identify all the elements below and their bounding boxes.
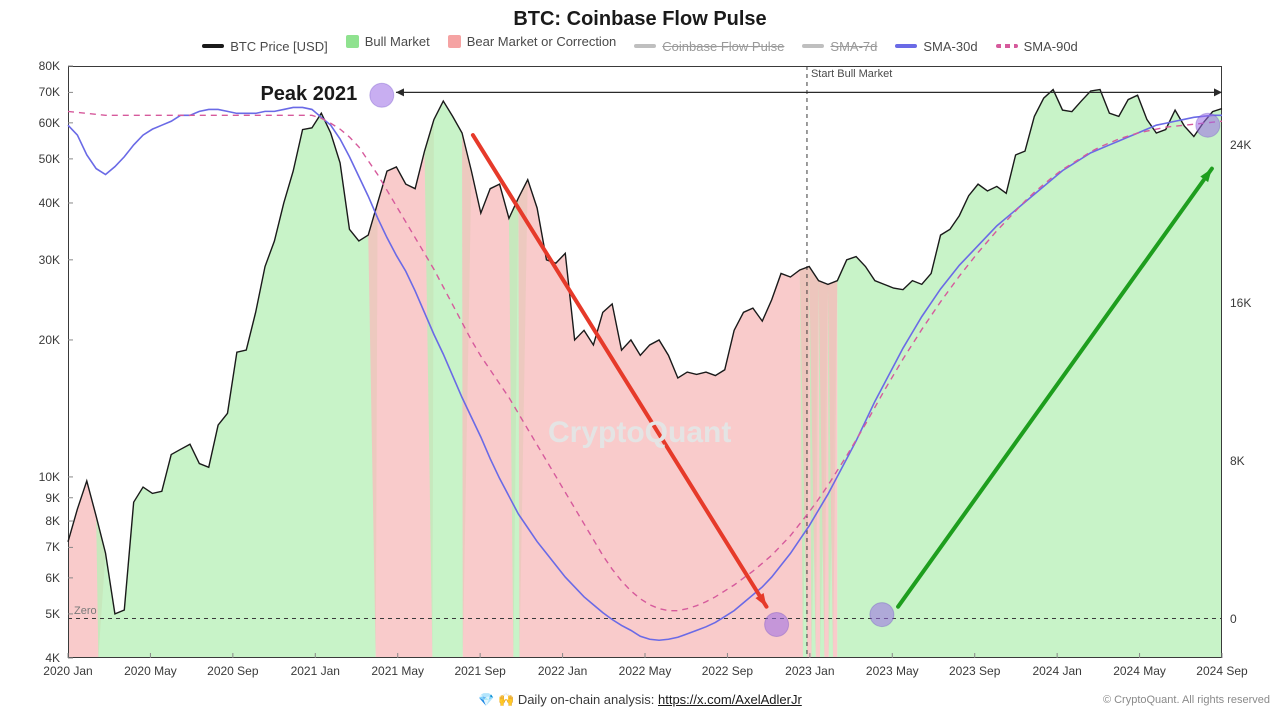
y-left-tick: 30K (39, 253, 68, 267)
y-right-tick: 24K (1222, 138, 1251, 152)
legend-item[interactable]: SMA-90d (996, 39, 1078, 54)
y-left-tick: 20K (39, 333, 68, 347)
start-bull-label: Start Bull Market (811, 68, 892, 80)
legend-item[interactable]: BTC Price [USD] (202, 39, 328, 54)
peak-2021-label: Peak 2021 (260, 83, 357, 106)
legend-item[interactable]: SMA-7d (802, 39, 877, 54)
y-left-tick: 70K (39, 85, 68, 99)
legend-item[interactable]: Bear Market or Correction (448, 34, 617, 49)
legend-item[interactable]: Bull Market (346, 34, 430, 49)
x-tick: 2022 May (619, 658, 672, 678)
y-right-tick: 0 (1222, 612, 1237, 626)
x-tick: 2024 Sep (1196, 658, 1247, 678)
y-left-tick: 80K (39, 59, 68, 73)
chart-svg (68, 66, 1222, 658)
x-tick: 2021 Jan (291, 658, 340, 678)
x-tick: 2020 Jan (43, 658, 92, 678)
y-left-tick: 50K (39, 152, 68, 166)
y-left-tick: 10K (39, 470, 68, 484)
x-tick: 2024 Jan (1032, 658, 1081, 678)
footer-link[interactable]: https://x.com/AxelAdlerJr (658, 692, 802, 707)
legend-item[interactable]: SMA-30d (895, 39, 977, 54)
chart-title: BTC: Coinbase Flow Pulse (0, 8, 1280, 31)
y-left-tick: 5K (45, 607, 68, 621)
x-tick: 2020 Sep (207, 658, 258, 678)
y-left-tick: 40K (39, 196, 68, 210)
footer: 💎 🙌 Daily on-chain analysis: https://x.c… (0, 692, 1280, 708)
x-tick: 2023 Jan (785, 658, 834, 678)
x-tick: 2022 Sep (702, 658, 753, 678)
y-left-tick: 6K (45, 571, 68, 585)
y-left-tick: 8K (45, 514, 68, 528)
plot-area: CryptoQuant Zero Start Bull Market Peak … (68, 66, 1222, 658)
legend-item[interactable]: Coinbase Flow Pulse (634, 39, 784, 54)
y-right-tick: 8K (1222, 454, 1245, 468)
x-tick: 2021 May (371, 658, 424, 678)
y-right-tick: 16K (1222, 296, 1251, 310)
legend: BTC Price [USD] Bull Market Bear Market or… (0, 34, 1280, 54)
x-tick: 2024 May (1113, 658, 1166, 678)
y-left-tick: 7K (45, 540, 68, 554)
copyright: © CryptoQuant. All rights reserved (1103, 694, 1270, 706)
x-tick: 2022 Jan (538, 658, 587, 678)
x-tick: 2021 Sep (454, 658, 505, 678)
y-left-tick: 60K (39, 116, 68, 130)
y-left-tick: 9K (45, 491, 68, 505)
x-tick: 2023 May (866, 658, 919, 678)
x-tick: 2023 Sep (949, 658, 1000, 678)
zero-label: Zero (74, 605, 97, 617)
footer-text: 💎 🙌 Daily on-chain analysis: (478, 692, 658, 707)
x-tick: 2020 May (124, 658, 177, 678)
